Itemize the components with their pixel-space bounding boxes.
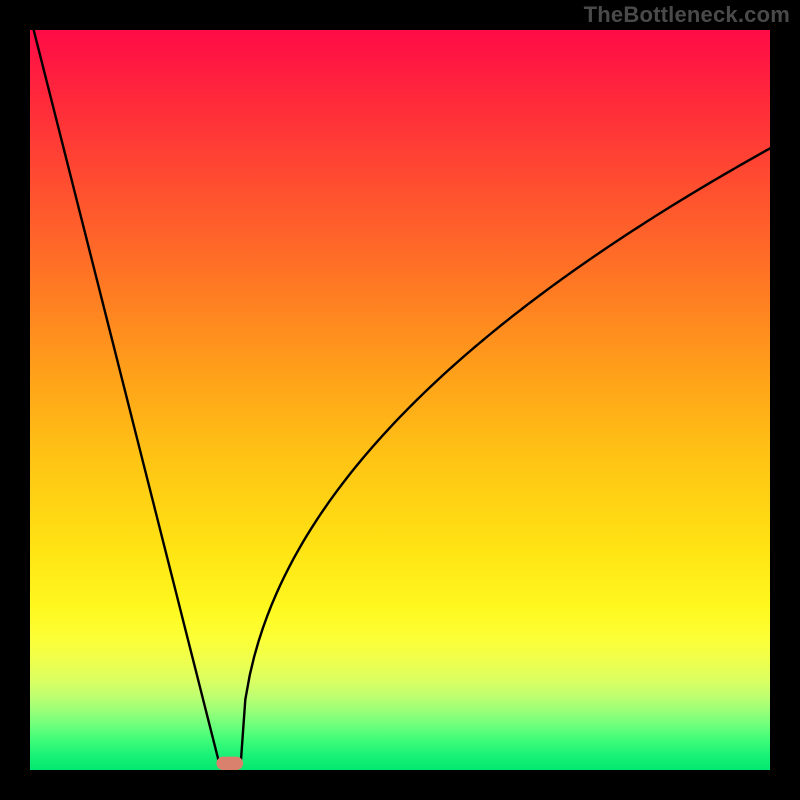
plot-background xyxy=(30,30,770,770)
bottleneck-chart xyxy=(0,0,800,800)
watermark-text: TheBottleneck.com xyxy=(584,2,790,28)
optimal-marker xyxy=(216,757,243,770)
chart-container: TheBottleneck.com xyxy=(0,0,800,800)
